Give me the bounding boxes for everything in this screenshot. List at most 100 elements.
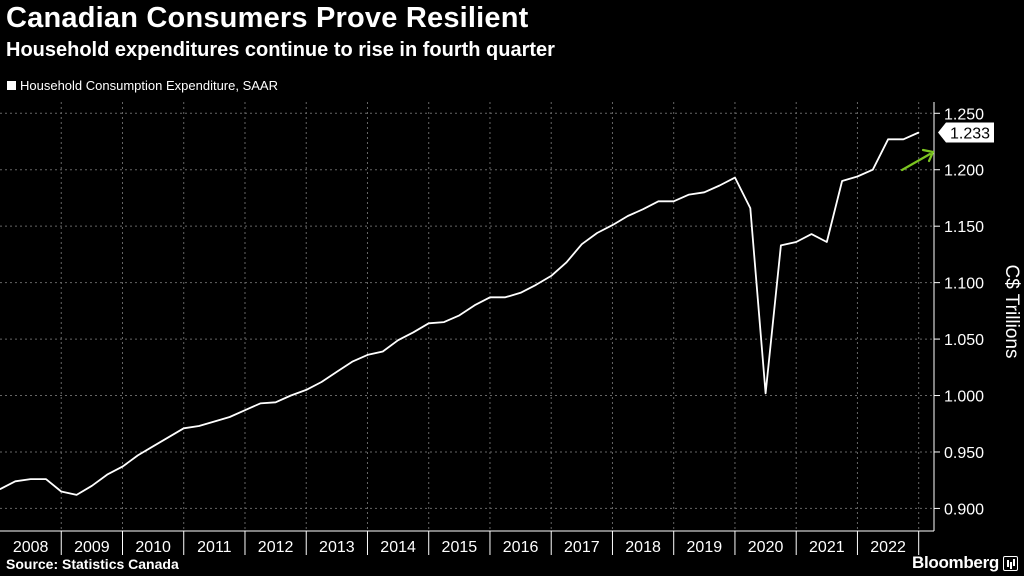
brand-name: Bloomberg [911,553,999,572]
data-point [887,138,889,140]
series-line [0,131,920,496]
data-point [244,409,246,411]
data-point [703,191,705,193]
data-point [290,394,292,397]
x-tick-label: 2012 [258,539,294,556]
data-point [152,445,154,447]
data-point [734,177,736,179]
data-point [918,131,920,134]
data-point [167,436,170,438]
y-tick-label: 0.900 [944,501,984,518]
legend-label: Household Consumption Expenditure, SAAR [20,78,278,93]
data-point [382,350,384,353]
data-point [351,361,353,363]
x-tick-label: 2019 [687,539,723,556]
bar-chart-icon [1003,555,1018,571]
data-point [596,232,598,234]
y-tick-label: 1.150 [944,219,984,236]
chart-subtitle: Household expenditures continue to rise … [6,39,555,61]
data-point [137,454,139,456]
data-point [428,322,430,324]
data-point [504,296,506,298]
x-tick-label: 2011 [197,539,232,556]
data-point [275,401,277,403]
x-tick-label: 2013 [319,539,355,556]
x-tick-label: 2015 [442,539,478,556]
data-point [0,488,1,490]
data-point [795,241,797,243]
data-point [489,296,491,298]
x-tick-label: 2020 [748,539,784,556]
data-point [30,478,32,480]
data-point [535,284,537,286]
x-tick-label: 2022 [870,539,906,556]
arrow-icon [900,148,935,172]
data-point [305,389,307,391]
data-point [320,381,323,383]
last-value-label: 1.233 [950,125,990,142]
arrow-head [921,148,935,163]
x-tick-label: 2008 [13,539,49,556]
data-point [550,275,552,277]
x-tick-label: 2016 [503,539,539,556]
data-point [565,261,568,263]
data-point [902,138,904,140]
data-point [749,207,751,209]
x-tick-label: 2009 [74,539,110,556]
y-tick-label: 1.050 [944,332,984,349]
y-tick-label: 1.200 [944,163,984,180]
data-point [121,466,124,468]
data-point [519,292,522,294]
data-point [856,175,859,178]
y-tick-label: 1.250 [944,106,984,123]
data-point [60,490,62,493]
data-point [14,480,16,482]
bloomberg-logo: Bloomberg [912,553,1018,573]
data-point [45,478,47,480]
data-point [673,200,675,202]
data-point [366,354,369,356]
data-point [810,233,813,235]
x-tick-label: 2014 [380,539,416,556]
data-point [336,371,338,373]
y-tick-label: 1.100 [944,276,984,293]
data-point [581,243,583,245]
data-point [198,425,200,427]
arrow-shaft [900,152,932,172]
y-tick-label: 1.000 [944,389,984,406]
gridlines [0,102,934,531]
data-point [780,244,782,246]
data-point [75,494,78,496]
series [0,131,920,496]
legend: Household Consumption Expenditure, SAAR [7,78,278,93]
legend-swatch [7,81,16,90]
last-value-badge [938,122,994,143]
data-point [229,416,231,418]
data-point [764,392,767,394]
data-point [106,473,108,476]
x-tick-label: 2021 [809,539,845,556]
axes [0,102,940,555]
data-point [443,321,445,323]
data-point [183,427,185,429]
x-tick-label: 2017 [564,539,600,556]
data-point [688,193,690,196]
data-point [458,314,460,316]
y-tick-label: 0.950 [944,445,984,462]
data-point [872,169,874,171]
last-value-tag: 1.233 [938,122,994,143]
data-point [611,224,614,226]
data-point [213,420,215,423]
data-point [397,339,399,341]
chart-title: Canadian Consumers Prove Resilient [6,2,529,34]
data-point [259,402,261,405]
data-point [91,485,93,487]
x-tick-label: 2018 [625,539,661,556]
data-point [642,208,644,210]
data-point [657,200,659,202]
labels: 0.900 0.950 1.000 1.050 1.100 1.150 1.200 1.250… [13,106,1022,556]
data-point [412,331,415,333]
data-point [826,241,828,243]
data-point [627,215,629,217]
